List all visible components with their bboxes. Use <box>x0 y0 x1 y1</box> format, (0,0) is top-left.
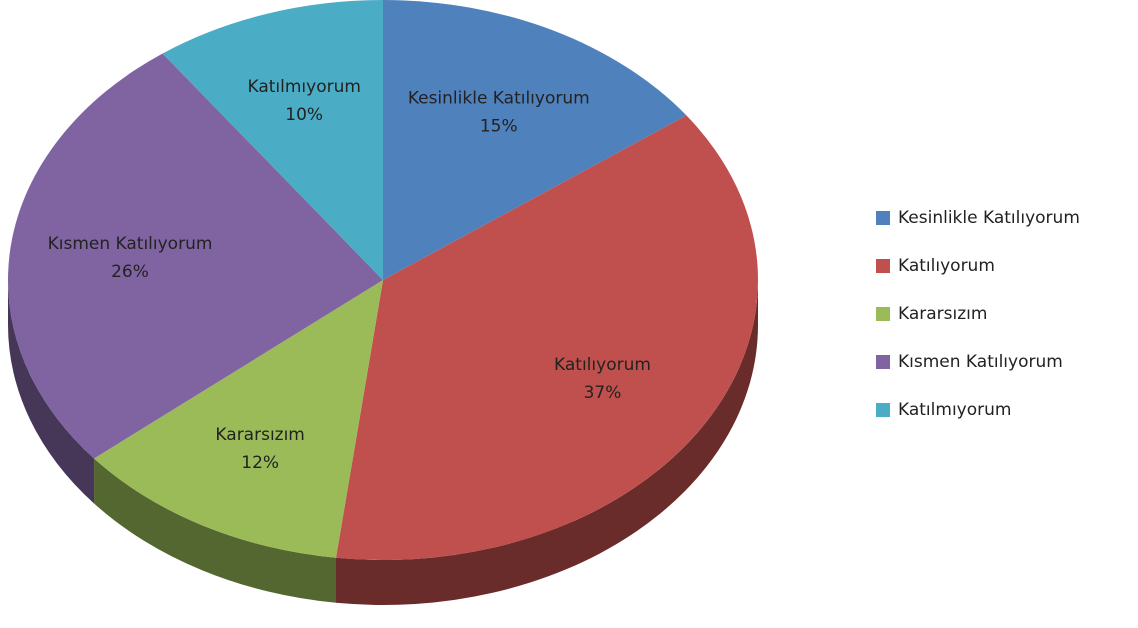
pie-slice <box>383 0 687 280</box>
legend-label: Kısmen Katılıyorum <box>898 352 1063 372</box>
pie-slice-side <box>94 458 337 603</box>
pie-slice-side <box>8 280 95 504</box>
legend-label: Katılmıyorum <box>898 400 1011 420</box>
slice-value-label: 26% <box>111 262 149 282</box>
pie-slice <box>336 115 758 560</box>
pie-slice <box>94 280 384 558</box>
slice-label: Kararsızım <box>215 425 304 445</box>
slice-value-label: 15% <box>480 116 518 136</box>
slice-label: Kesinlikle Katılıyorum <box>408 88 590 108</box>
legend-swatch <box>876 259 890 273</box>
legend-swatch <box>876 355 890 369</box>
legend-label: Kararsızım <box>898 304 987 324</box>
pie-slice <box>7 53 383 459</box>
legend-swatch <box>876 211 890 225</box>
pie-slice <box>162 0 383 280</box>
pie-slice-side <box>336 280 758 605</box>
legend-label: Katılıyorum <box>898 256 995 276</box>
slice-value-label: 37% <box>584 383 622 403</box>
legend-swatch <box>876 403 890 417</box>
slice-value-label: 10% <box>285 105 323 125</box>
slice-label: Katılmıyorum <box>247 77 360 97</box>
slice-value-label: 12% <box>241 453 279 473</box>
slice-label: Katılıyorum <box>554 355 651 375</box>
slice-label: Kısmen Katılıyorum <box>48 234 213 254</box>
legend-label: Kesinlikle Katılıyorum <box>898 208 1080 228</box>
legend-swatch <box>876 307 890 321</box>
